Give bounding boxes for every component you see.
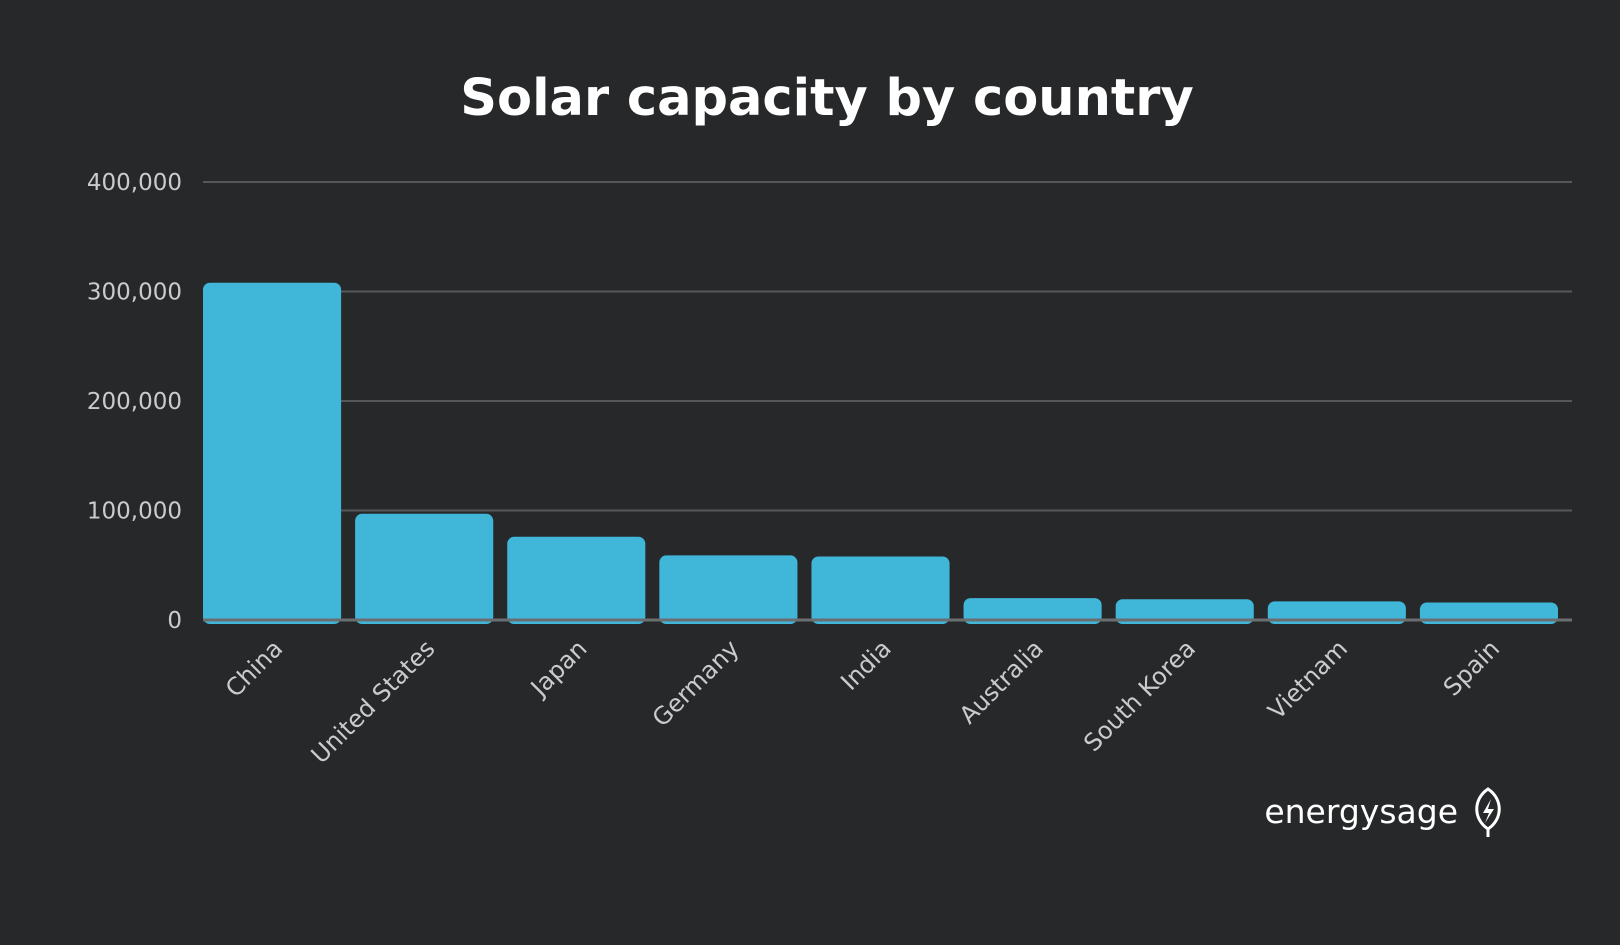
leaf-bolt-icon <box>1475 787 1501 837</box>
x-tick-label: Vietnam <box>1263 634 1354 725</box>
bar <box>811 556 950 624</box>
bar <box>963 598 1102 624</box>
bars <box>203 282 1558 624</box>
bar <box>1267 601 1406 624</box>
y-tick-label: 300,000 <box>87 280 182 306</box>
x-tick-label: South Korea <box>1078 634 1201 757</box>
bar <box>659 555 798 624</box>
y-tick-label: 100,000 <box>87 499 182 525</box>
bar <box>1115 599 1254 624</box>
y-tick-label: 200,000 <box>87 389 182 415</box>
x-tick-label: Japan <box>524 634 593 703</box>
x-tick-label: Germany <box>647 634 745 732</box>
x-tick-label: Spain <box>1438 634 1505 701</box>
x-tick-label: China <box>220 634 288 702</box>
y-tick-label: 0 <box>167 608 182 634</box>
logo-wordmark: energysage <box>1264 792 1458 831</box>
x-tick-label: United States <box>306 634 441 769</box>
x-axis-tick-labels: China United States Japan Germany India Austr… <box>220 634 1505 769</box>
chart-title: Solar capacity by country <box>460 69 1193 128</box>
bar <box>355 513 494 624</box>
gridlines <box>203 181 1572 512</box>
y-axis-tick-labels: 0 100,000 200,000 300,000 400,000 <box>87 170 182 634</box>
x-tick-label: India <box>835 634 896 695</box>
bar <box>203 282 342 624</box>
energysage-logo: energysage <box>1264 787 1501 837</box>
y-tick-label: 400,000 <box>87 170 182 196</box>
bar <box>507 536 646 624</box>
x-tick-label: Australia <box>954 634 1049 729</box>
